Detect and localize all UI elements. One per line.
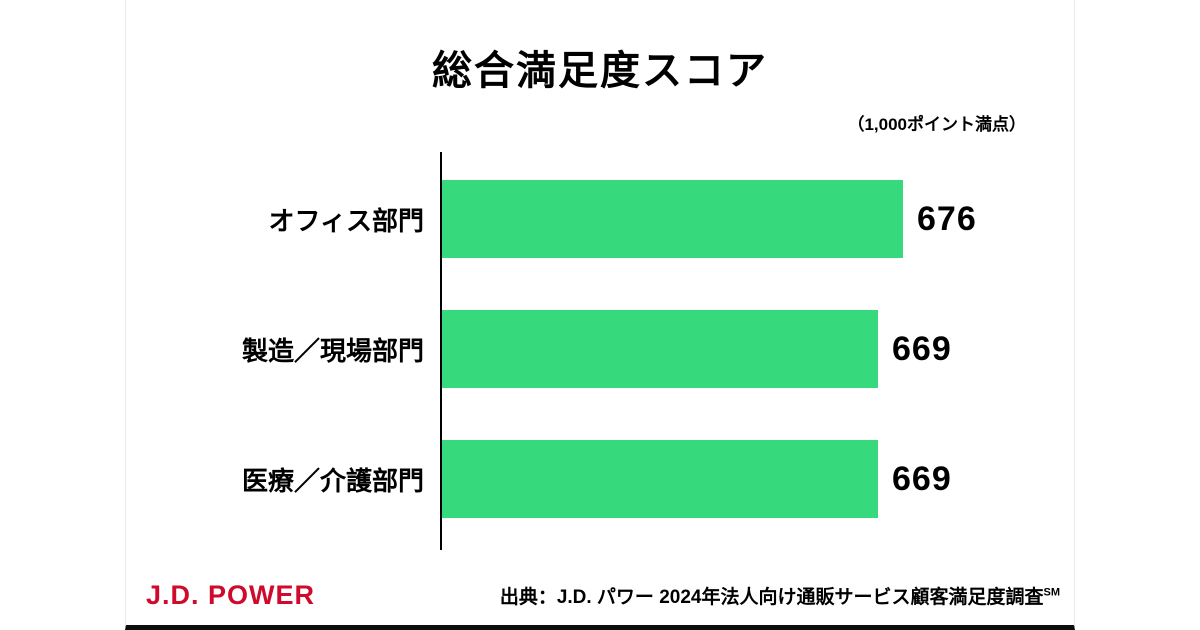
source-superscript: SM — [1043, 586, 1061, 599]
bar-track: 669 — [442, 440, 1076, 518]
bar-row: 医療／介護部門 669 — [126, 440, 1076, 518]
max-points-note: （1,000ポイント満点） — [847, 115, 1026, 134]
source-text-main: 出典：J.D. パワー 2024年法人向け通販サービス顧客満足度調査 — [499, 587, 1044, 608]
bar-track: 676 — [442, 180, 1076, 258]
bar-row: オフィス部門 676 — [126, 180, 1076, 258]
bar-label: オフィス部門 — [268, 205, 424, 236]
chart-card: 総合満足度スコア （1,000ポイント満点） オフィス部門 676 製造／現場部… — [125, 0, 1075, 630]
bar — [442, 180, 903, 258]
bar-value-label: 669 — [892, 459, 952, 498]
bar-label: 医療／介護部門 — [241, 465, 424, 496]
bar-value-label: 676 — [917, 199, 977, 238]
bar — [442, 440, 878, 518]
bar — [442, 310, 878, 388]
source-text: 出典：J.D. パワー 2024年法人向け通販サービス顧客満足度調査SM — [500, 582, 1060, 609]
jd-power-logo: J.D. POWER — [146, 580, 316, 610]
bar-label: 製造／現場部門 — [241, 335, 424, 366]
bar-value-label: 669 — [892, 329, 952, 368]
y-axis-line — [440, 152, 442, 550]
bar-chart: オフィス部門 676 製造／現場部門 669 医療／介護部門 669 — [126, 152, 1076, 550]
bar-row: 製造／現場部門 669 — [126, 310, 1076, 388]
bar-track: 669 — [442, 310, 1076, 388]
page-title: 総合満足度スコア — [432, 49, 768, 93]
